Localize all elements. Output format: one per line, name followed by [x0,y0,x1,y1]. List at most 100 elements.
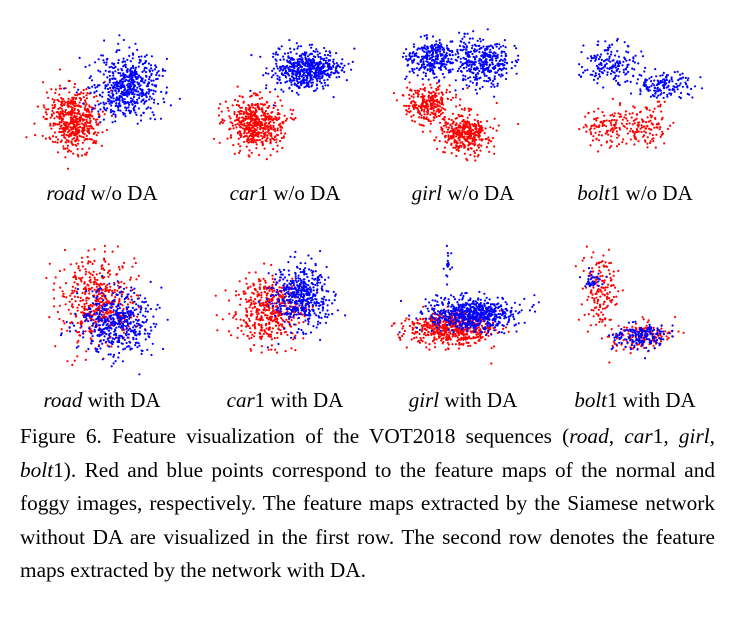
scatter-point [238,130,242,133]
scatter-point [140,80,144,83]
scatter-point [71,306,75,309]
scatter-point [660,80,663,83]
scatter-point [117,104,120,107]
scatter-point [109,353,112,356]
scatter-point [238,95,241,98]
scatter-point [633,106,636,109]
scatter-point [89,307,92,311]
scatter-point [261,110,264,113]
scatter-point [337,64,340,67]
scatter-point [117,85,120,88]
scatter-point [135,337,138,341]
scatter-point [117,90,120,93]
scatter-point [108,91,111,94]
scatter-point [153,68,157,71]
scatter-point [229,127,232,130]
scatter-point [134,75,137,79]
scatter-point [436,100,440,104]
scatter-point [59,140,63,143]
scatter-point [64,156,67,159]
scatter-point [86,137,89,140]
scatter-point [464,132,467,135]
scatter-point [95,350,98,353]
scatter-point [420,116,423,119]
scatter-point [119,303,122,306]
scatter-point [148,70,151,73]
scatter-point [84,330,87,333]
scatter-point [141,349,144,352]
scatter-point [425,45,429,48]
scatter-point [82,330,85,333]
scatter-point [599,55,602,58]
scatter-point [79,296,82,299]
scatter-point [282,120,285,123]
scatter-point [101,274,104,278]
scatter-point [58,121,61,124]
scatter-point [79,334,82,337]
scatter-point [106,337,109,340]
scatter-point [640,74,643,77]
scatter-point [447,71,450,74]
scatter-point [613,119,616,122]
scatter-point [264,72,267,75]
scatter-point [85,302,88,305]
scatter-point [422,60,425,63]
scatter-point [97,69,100,72]
scatter-point [284,69,287,72]
scatter-point [608,46,611,49]
scatter-point [124,60,127,63]
scatter-point [76,331,79,334]
scatter-point [262,132,265,135]
scatter-point [606,52,609,55]
scatter-point [141,99,144,102]
scatter-point [145,318,148,321]
scatter-point [595,64,598,67]
scatter-point [239,318,242,321]
scatter-point [666,74,669,77]
scatter-point [636,78,639,81]
scatter-point [481,71,484,74]
scatter-point [117,316,120,319]
scatter-point [414,101,417,104]
scatter-point [462,128,465,131]
scatter-point [245,117,248,120]
scatter-point [279,99,282,102]
scatter-point [429,122,432,125]
scatter-point [273,135,277,139]
scatter-point [457,145,460,148]
scatter-point [126,315,129,319]
scatter-point [144,338,147,341]
scatter-point [217,107,220,110]
scatter-point [280,68,283,71]
scatter-point [483,79,486,82]
scatter-point [466,69,469,72]
scatter-point [67,79,70,82]
scatter-point [70,292,73,295]
scatter-point [245,135,248,138]
scatter-point [324,62,327,65]
scatter-point [461,115,464,118]
scatter-point [643,84,646,88]
scatter-point [648,86,651,89]
scatter-point [255,138,259,142]
scatter-point [84,288,87,291]
scatter-point [627,51,630,54]
scatter-point [444,124,447,127]
scatter-point [101,342,104,345]
scatter-point [93,310,96,313]
scatter-point [643,70,646,73]
scatter-point [76,112,79,115]
scatter-point [290,83,293,86]
scatter-point [290,63,293,66]
scatter-point [108,98,111,101]
scatter-point [645,86,649,89]
scatter-point [485,80,488,83]
scatter-point [648,109,651,112]
scatter-point [484,58,488,61]
scatter-point [603,124,606,127]
scatter-point [646,116,649,119]
scatter-point [80,114,83,117]
scatter-point [133,101,136,104]
scatter-point [101,131,104,134]
scatter-point [305,59,308,63]
